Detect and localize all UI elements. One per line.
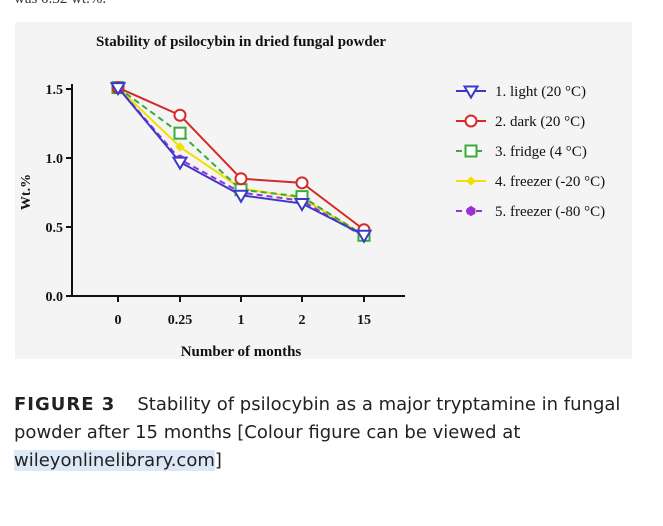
legend-label: 4. freezer (-20 °C) (495, 174, 605, 190)
data-point-s2-2 (234, 172, 248, 186)
y-tick-label: 1.0 (46, 152, 64, 167)
data-point-s1-3 (293, 198, 311, 213)
caption-text: Stability of psilocybin as a major trypt… (14, 394, 621, 443)
data-point-s1-1 (171, 156, 189, 171)
legend: 1. light (20 °C) 2. dark (20 °C) 3. fridge… (456, 84, 605, 220)
data-point-s1-0 (109, 82, 127, 97)
legend-label: 2. dark (20 °C) (495, 114, 585, 130)
legend-label: 1. light (20 °C) (495, 84, 586, 100)
chart-title: Stability of psilocybin in dried fungal … (96, 34, 386, 50)
figure-label: FIGURE 3 (14, 394, 116, 415)
legend-marker (466, 176, 476, 186)
y-axis-label: Wt.% (19, 174, 34, 210)
legend-entry-4: 4. freezer (-20 °C) (456, 174, 605, 190)
legend-label: 5. freezer (-80 °C) (495, 204, 605, 220)
legend-entry-2: 2. dark (20 °C) (456, 114, 585, 130)
data-point-s2-1 (173, 108, 187, 122)
series-3 (111, 81, 371, 242)
data-point-s1-4 (355, 229, 373, 244)
legend-marker (464, 114, 478, 128)
data-point-s2-3 (295, 176, 309, 190)
caption-closing: ] (214, 450, 222, 471)
chart: Stability of psilocybin in dried fungal … (19, 34, 605, 359)
x-tick-label: 0 (115, 313, 122, 328)
previous-text-fragment: was 0.32 wt.%. (14, 0, 106, 8)
x-tick-label: 15 (357, 313, 371, 328)
legend-marker (464, 144, 478, 158)
series-line-3 (117, 86, 365, 237)
series-4 (113, 82, 369, 240)
legend-entry-3: 3. fridge (4 °C) (456, 144, 587, 160)
x-tick-label: 2 (299, 313, 306, 328)
series-group (109, 81, 373, 244)
axes: 0.0 0.5 1.0 1.5 0 0.25 1 2 15 (46, 83, 405, 328)
data-point-s1-2 (232, 189, 250, 204)
series-1 (109, 82, 373, 244)
figure-caption: FIGURE 3 Stability of psilocybin as a maj… (14, 391, 644, 475)
legend-label: 3. fridge (4 °C) (495, 144, 587, 160)
y-tick-label: 0.5 (46, 221, 64, 236)
series-line-2 (117, 86, 365, 231)
data-point-s3-1 (173, 126, 187, 140)
y-tick-label: 0.0 (46, 290, 64, 305)
y-tick-label: 1.5 (46, 83, 64, 98)
legend-marker (462, 85, 480, 100)
series-2 (111, 81, 371, 237)
wiley-link[interactable]: wileyonlinelibrary.com (14, 450, 215, 471)
data-point-s4-1 (175, 142, 185, 152)
legend-entry-5: 5. freezer (-80 °C) (456, 204, 605, 220)
x-tick-label: 1 (238, 313, 245, 328)
x-axis-label: Number of months (181, 344, 302, 359)
figure-panel: Stability of psilocybin in dried fungal … (15, 22, 632, 359)
x-tick-label: 0.25 (168, 313, 193, 328)
legend-entry-1: 1. light (20 °C) (456, 84, 586, 100)
series-line-5 (117, 86, 365, 238)
legend-marker (466, 205, 476, 217)
